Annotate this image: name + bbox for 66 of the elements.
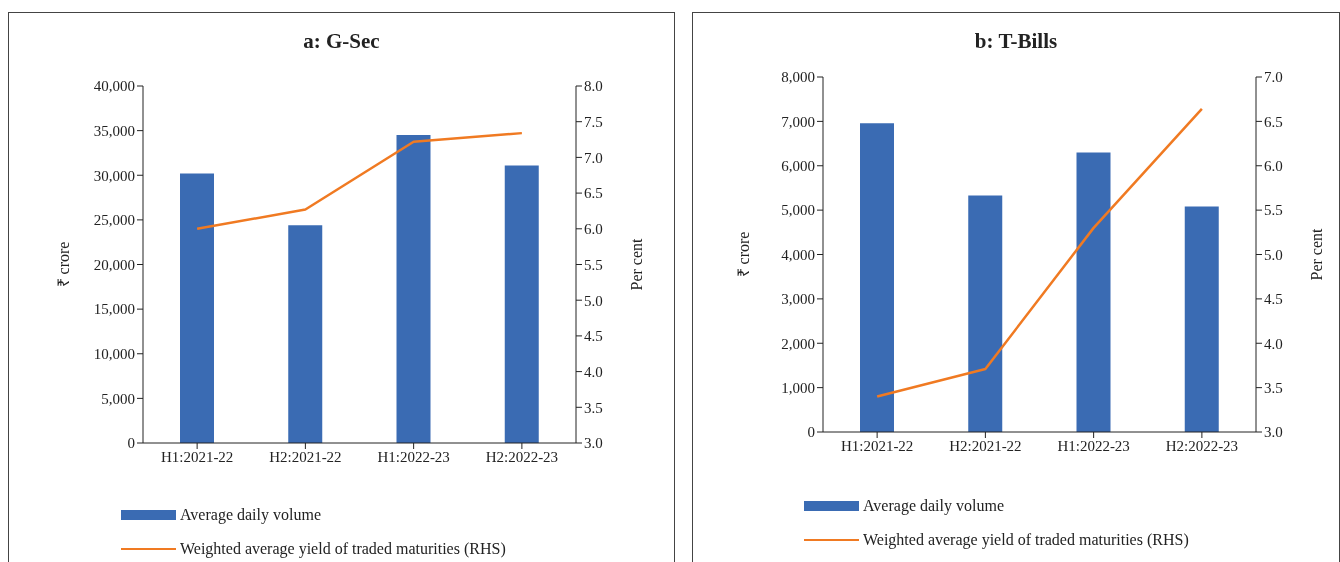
y2-tick-label: 7.0 bbox=[584, 149, 603, 166]
bar bbox=[504, 165, 539, 443]
y2-tick-label: 5.0 bbox=[584, 292, 603, 309]
y2-tick-label: 3.0 bbox=[584, 435, 603, 452]
y2-tick-label: 7.0 bbox=[1264, 69, 1283, 86]
y-tick-label: 20,000 bbox=[93, 256, 135, 273]
x-tick-label: H2:2021-22 bbox=[949, 437, 1022, 454]
y2-tick-label: 4.5 bbox=[1264, 291, 1283, 308]
y2-tick-label: 3.5 bbox=[584, 399, 603, 416]
bar bbox=[180, 173, 214, 443]
y2-tick-label: 4.0 bbox=[1264, 335, 1283, 352]
x-tick-label: H1:2022-23 bbox=[1057, 437, 1130, 454]
y-tick-label: 4,000 bbox=[781, 246, 815, 263]
y-tick-label: 5,000 bbox=[781, 202, 815, 219]
y-tick-label: 35,000 bbox=[93, 122, 135, 139]
y-tick-label: 0 bbox=[807, 424, 815, 441]
legend-label: Weighted average yield of traded maturities (RHS) bbox=[180, 540, 506, 558]
y2-tick-label: 7.5 bbox=[584, 114, 603, 131]
y2-tick-label: 8.0 bbox=[584, 78, 603, 95]
y2-tick-label: 6.0 bbox=[1264, 158, 1283, 175]
chart-title: a: G-Sec bbox=[302, 29, 381, 54]
chart-title: b: T-Bills bbox=[973, 29, 1059, 54]
y-tick-label: 15,000 bbox=[93, 301, 135, 318]
legend-label: Average daily volume bbox=[863, 497, 1004, 515]
x-tick-label: H2:2021-22 bbox=[269, 448, 342, 465]
y2-tick-label: 6.5 bbox=[1264, 113, 1283, 130]
y2-tick-label: 3.0 bbox=[1264, 424, 1283, 441]
y2-axis-title: Per cent bbox=[627, 237, 645, 291]
y2-axis-title: Per cent bbox=[1307, 227, 1325, 281]
y2-tick-label: 3.5 bbox=[1264, 379, 1283, 396]
line-series bbox=[875, 107, 1204, 398]
y-tick-label: 30,000 bbox=[93, 167, 135, 184]
legend-label: Weighted average yield of traded maturities (RHS) bbox=[863, 531, 1189, 549]
x-tick-label: H1:2021-22 bbox=[160, 448, 234, 465]
x-tick-label: H1:2021-22 bbox=[840, 437, 914, 454]
y-tick-label: 40,000 bbox=[93, 78, 135, 95]
y-tick-label: 5,000 bbox=[101, 390, 135, 407]
y2-tick-label: 4.5 bbox=[584, 328, 603, 345]
y-tick-label: 10,000 bbox=[93, 346, 135, 363]
y-tick-label: 7,000 bbox=[781, 113, 815, 130]
y-tick-label: 3,000 bbox=[781, 291, 815, 308]
bar bbox=[396, 135, 431, 443]
line-series bbox=[195, 131, 524, 231]
bar bbox=[288, 225, 323, 443]
y-tick-label: 0 bbox=[127, 435, 135, 452]
bar bbox=[1076, 152, 1111, 432]
x-tick-label: H2:2022-23 bbox=[485, 448, 559, 465]
bar bbox=[968, 195, 1003, 432]
y2-tick-label: 6.5 bbox=[584, 185, 603, 202]
y2-tick-label: 5.5 bbox=[584, 256, 603, 273]
y-axis-title: ₹ crore bbox=[734, 231, 752, 278]
legend-label: Average daily volume bbox=[180, 506, 321, 524]
y-tick-label: 1,000 bbox=[781, 379, 815, 396]
y2-tick-label: 5.5 bbox=[1264, 202, 1283, 219]
y2-tick-label: 6.0 bbox=[584, 221, 603, 238]
y-axis-title: ₹ crore bbox=[54, 241, 72, 288]
y2-tick-label: 4.0 bbox=[584, 363, 603, 380]
x-tick-label: H1:2022-23 bbox=[377, 448, 450, 465]
y-tick-label: 8,000 bbox=[781, 69, 815, 86]
y2-tick-label: 5.0 bbox=[1264, 246, 1283, 263]
bar bbox=[1184, 206, 1219, 432]
y-tick-label: 25,000 bbox=[93, 212, 135, 229]
y-tick-label: 2,000 bbox=[781, 335, 815, 352]
bar bbox=[860, 123, 894, 432]
x-tick-label: H2:2022-23 bbox=[1165, 437, 1239, 454]
y-tick-label: 6,000 bbox=[781, 158, 815, 175]
